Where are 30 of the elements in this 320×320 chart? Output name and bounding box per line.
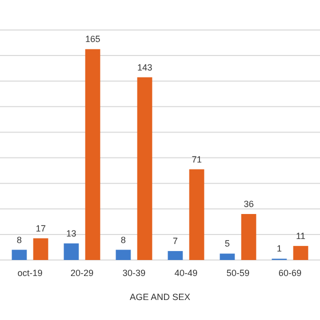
x-axis-title: AGE AND SEX (130, 292, 190, 302)
data-label: 36 (244, 199, 254, 209)
x-tick-label: 50-59 (226, 268, 250, 278)
bar (64, 243, 79, 260)
data-label: 1 (276, 244, 282, 254)
data-label: 8 (16, 234, 22, 245)
data-label: 5 (224, 238, 230, 249)
bar (137, 77, 152, 260)
bar (12, 250, 27, 260)
bar (241, 214, 256, 260)
bar (116, 250, 131, 260)
data-label: 13 (66, 228, 76, 238)
bar (189, 169, 204, 260)
data-label: 165 (85, 34, 100, 44)
bar (293, 246, 308, 260)
data-label: 71 (192, 154, 202, 164)
data-label: 8 (120, 234, 126, 245)
x-tick-label: 30-39 (122, 268, 146, 278)
bar (33, 238, 48, 260)
x-tick-label: oct-19 (17, 268, 43, 278)
bar (85, 49, 100, 260)
x-tick-label: 20-29 (70, 268, 94, 278)
data-label: 17 (36, 223, 46, 234)
x-tick-label: 60-69 (278, 268, 302, 278)
bar (168, 251, 183, 260)
x-tick-label: 40-49 (174, 268, 198, 278)
data-label: 11 (296, 230, 306, 241)
data-label: 143 (137, 62, 152, 72)
data-label: 7 (172, 236, 178, 246)
bar (220, 254, 235, 260)
